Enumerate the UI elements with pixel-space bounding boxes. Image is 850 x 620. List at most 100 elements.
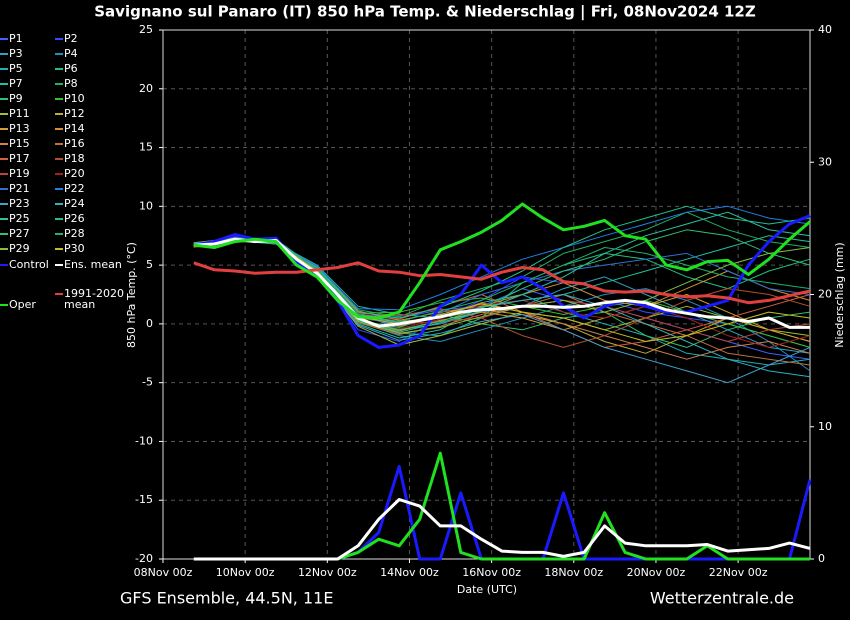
- legend-swatch: [55, 98, 63, 100]
- y-tick-label: 25: [139, 23, 153, 36]
- x-tick-label: 12Nov 00z: [298, 566, 357, 579]
- legend-label: P3: [9, 47, 23, 60]
- legend-swatch: [55, 143, 63, 145]
- legend-swatch: [0, 188, 8, 190]
- legend-swatch: [0, 53, 8, 55]
- legend-swatch: [55, 248, 63, 250]
- legend-label: P28: [64, 227, 85, 240]
- legend-label: P25: [9, 212, 30, 225]
- legend-label: P7: [9, 77, 23, 90]
- legend-entry: P5: [0, 63, 70, 74]
- legend-entry: P20: [55, 168, 125, 179]
- legend-entry: P16: [55, 138, 125, 149]
- legend-label: P17: [9, 152, 30, 165]
- precip-line: [193, 464, 812, 561]
- legend-swatch: [0, 113, 8, 115]
- legend-swatch: [55, 264, 63, 266]
- y2-tick-label: 10: [818, 420, 832, 433]
- y-tick-label: -20: [135, 552, 153, 565]
- chart-title: Savignano sul Panaro (IT) 850 hPa Temp. …: [94, 3, 756, 22]
- legend-entry: P27: [0, 228, 70, 239]
- legend-entry: P12: [55, 108, 125, 119]
- x-tick-label: 22Nov 00z: [709, 566, 768, 579]
- legend-label: Oper: [9, 298, 36, 311]
- legend-swatch: [0, 98, 8, 100]
- legend-label: P14: [64, 122, 85, 135]
- legend-swatch: [0, 264, 8, 266]
- legend-label: P19: [9, 167, 30, 180]
- legend-swatch: [0, 218, 8, 220]
- legend-entry: P29: [0, 243, 70, 254]
- legend-entry: P22: [55, 183, 125, 194]
- legend-label: P8: [64, 77, 78, 90]
- x-tick-label: 10Nov 00z: [216, 566, 275, 579]
- legend-entry: P19: [0, 168, 70, 179]
- legend-label: P11: [9, 107, 30, 120]
- y2-tick-label: 40: [818, 23, 832, 36]
- temp-line: [193, 211, 811, 318]
- legend-label: P24: [64, 197, 85, 210]
- x-tick-label: 14Nov 00z: [380, 566, 439, 579]
- legend-swatch: [55, 113, 63, 115]
- x-tick-label: 18Nov 00z: [544, 566, 603, 579]
- legend-entry: P26: [55, 213, 125, 224]
- legend-swatch: [0, 173, 8, 175]
- legend-entry: P15: [0, 138, 70, 149]
- legend-swatch: [0, 233, 8, 235]
- legend-swatch: [55, 293, 63, 295]
- temp-line: [193, 202, 811, 320]
- legend-entry: P18: [55, 153, 125, 164]
- precip-line: [193, 451, 810, 561]
- legend-swatch: [55, 203, 63, 205]
- y-tick-label: 5: [146, 258, 153, 271]
- y-tick-label: 0: [146, 317, 153, 330]
- legend-entry: 1991-2020 mean: [55, 288, 125, 310]
- legend-label: P5: [9, 62, 23, 75]
- legend-swatch: [55, 218, 63, 220]
- legend-swatch: [0, 68, 8, 70]
- legend-entry: P3: [0, 48, 70, 59]
- legend-swatch: [0, 38, 8, 40]
- temp-line: [193, 239, 811, 348]
- temp-line: [193, 238, 811, 360]
- y-axis-label: 850 hPa Temp. (°C): [125, 242, 138, 348]
- legend-entry: P10: [55, 93, 125, 104]
- legend-label: P29: [9, 242, 30, 255]
- legend-label: P16: [64, 137, 85, 150]
- legend-entry: P17: [0, 153, 70, 164]
- legend-swatch: [0, 83, 8, 85]
- legend-entry: Control: [0, 259, 70, 270]
- x-tick-label: 08Nov 00z: [134, 566, 193, 579]
- legend-entry: P24: [55, 198, 125, 209]
- legend-entry: P2: [55, 33, 125, 44]
- legend-entry: P21: [0, 183, 70, 194]
- legend-label: P26: [64, 212, 85, 225]
- legend-swatch: [55, 158, 63, 160]
- legend-swatch: [55, 188, 63, 190]
- legend-entry: P9: [0, 93, 70, 104]
- legend-swatch: [0, 128, 8, 130]
- legend-label: P23: [9, 197, 30, 210]
- legend-swatch: [0, 248, 8, 250]
- legend-label: P22: [64, 182, 85, 195]
- legend-swatch: [0, 158, 8, 160]
- legend-swatch: [0, 304, 8, 306]
- legend-entry: P14: [55, 123, 125, 134]
- legend-entry: P28: [55, 228, 125, 239]
- legend-entry: Ens. mean: [55, 259, 125, 270]
- legend-label: P12: [64, 107, 85, 120]
- legend-swatch: [55, 173, 63, 175]
- legend-label: Ens. mean: [64, 258, 122, 271]
- legend-label: P30: [64, 242, 85, 255]
- x-tick-label: 20Nov 00z: [627, 566, 686, 579]
- precip-line: [193, 498, 811, 561]
- temp-line: [193, 237, 811, 322]
- legend-entry: P23: [0, 198, 70, 209]
- legend-entry: P7: [0, 78, 70, 89]
- y-tick-label: 20: [139, 82, 153, 95]
- legend-swatch: [55, 38, 63, 40]
- legend-label: P4: [64, 47, 78, 60]
- legend-swatch: [55, 68, 63, 70]
